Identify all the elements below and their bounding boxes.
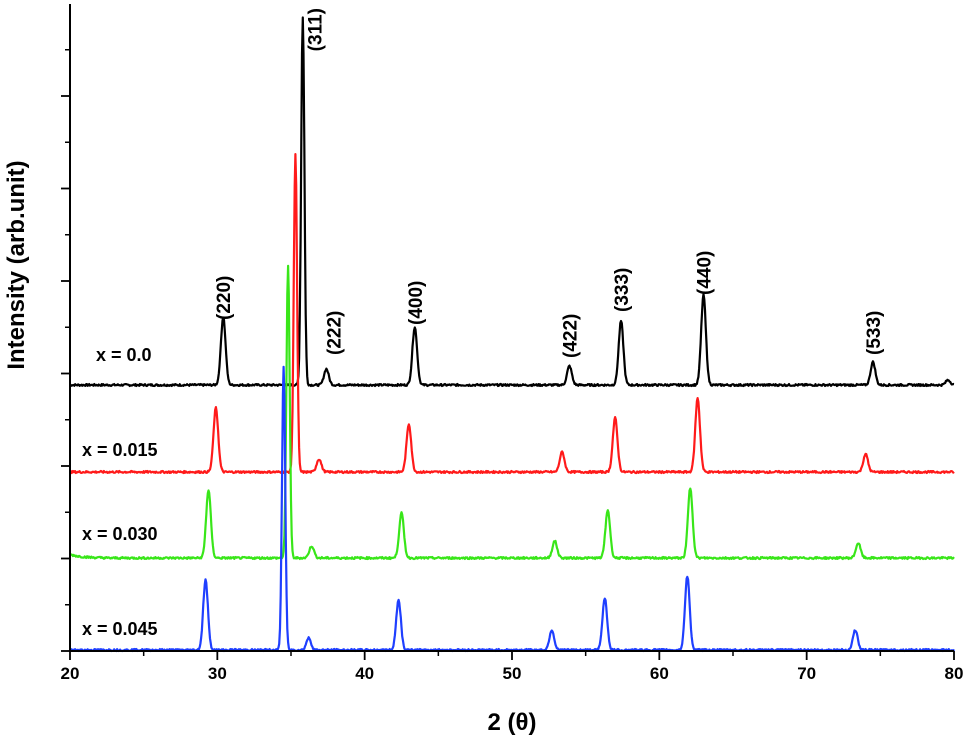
x-tick-label: 80 <box>945 664 964 683</box>
hkl-label-0: (220) <box>214 276 235 320</box>
x-tick-label: 30 <box>208 664 227 683</box>
y-axis-title: Intensity (arb.unit) <box>3 160 30 369</box>
hkl-label-1: (311) <box>306 8 327 51</box>
x-tick-label: 70 <box>797 664 816 683</box>
hkl-label-7: (533) <box>864 311 885 355</box>
x-tick-label: 40 <box>355 664 374 683</box>
hkl-label-2: (222) <box>325 311 346 355</box>
series-line-2 <box>69 264 955 561</box>
series-label-0: x = 0.0 <box>96 345 152 365</box>
series-line-3 <box>69 365 955 653</box>
x-tick-label: 50 <box>503 664 522 683</box>
series-line-1 <box>69 153 955 475</box>
hkl-label-5: (333) <box>612 268 633 312</box>
ticks: 20 30 40 50 60 70 80 <box>61 49 964 683</box>
hkl-label-3: (400) <box>406 281 427 325</box>
hkl-label-6: (440) <box>695 251 716 295</box>
series-line-0 <box>69 16 955 388</box>
series-label-1: x = 0.015 <box>82 440 158 460</box>
plot-lines <box>69 16 955 653</box>
labels: x = 0.0 x = 0.015 x = 0.030 x = 0.045 (220) (… <box>82 8 885 639</box>
x-axis-title: 2 (θ) <box>488 709 537 736</box>
series-label-2: x = 0.030 <box>82 524 158 544</box>
x-tick-label: 60 <box>650 664 669 683</box>
series-label-3: x = 0.045 <box>82 619 158 639</box>
hkl-label-4: (422) <box>561 314 582 358</box>
x-tick-label: 20 <box>61 664 80 683</box>
